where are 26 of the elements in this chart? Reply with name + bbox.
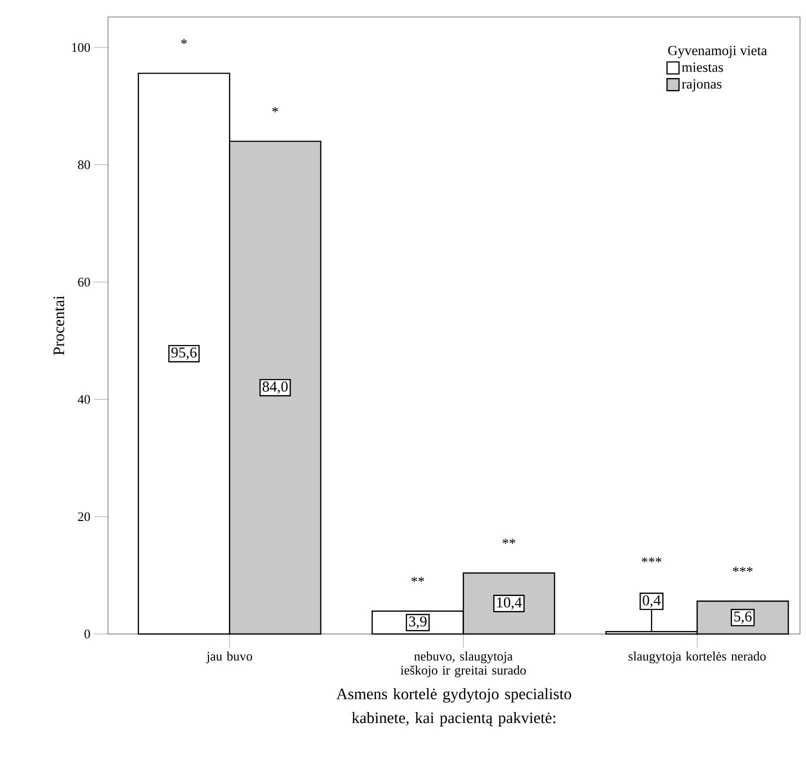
legend-label: miestas <box>682 62 723 72</box>
x-tick-label: jau buvo <box>206 652 252 664</box>
x-axis-title: Asmens kortelė gydytojo specialisto kabinete, kai pacientą pakvietė: <box>336 688 572 726</box>
annotation: * <box>272 107 278 112</box>
y-tick-label: 0 <box>84 630 90 638</box>
y-tick-label: 60 <box>78 278 90 286</box>
y-tick-label: 80 <box>78 160 90 170</box>
data-label: 5,6 <box>734 611 752 624</box>
annotation: ** <box>502 538 516 544</box>
legend-label: rajonas <box>682 79 722 92</box>
annotation: *** <box>732 566 753 572</box>
y-axis-title: Procentai <box>54 296 64 356</box>
x-tick-label: slaugytoja kortelės nerado <box>628 652 766 664</box>
annotation: ** <box>411 576 424 582</box>
data-label: 95,6 <box>171 348 197 360</box>
data-label: 3,9 <box>409 616 426 629</box>
annotation: *** <box>642 557 662 562</box>
y-tick-label: 20 <box>78 512 90 522</box>
data-label: 0,4 <box>642 595 661 608</box>
data-label: 84,0 <box>262 382 288 394</box>
data-label: 10,4 <box>497 597 522 610</box>
legend-title: Gyvenamoji vieta <box>668 46 767 58</box>
annotation: * <box>181 39 187 44</box>
y-tick-label: 100 <box>72 43 90 52</box>
x-tick-label: nebuvo, slaugytoja ieškojo ir greitai surado <box>400 652 526 678</box>
y-tick-label: 40 <box>78 395 90 404</box>
